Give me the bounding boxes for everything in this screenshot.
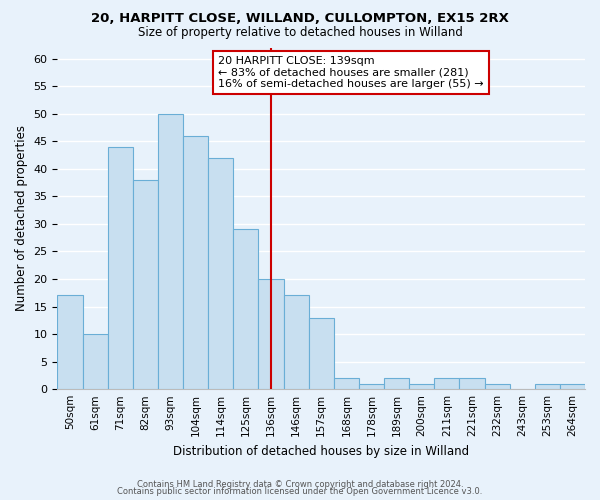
Bar — [183, 136, 208, 389]
Bar — [359, 384, 384, 389]
Bar — [308, 318, 334, 389]
Bar — [133, 180, 158, 389]
Bar — [107, 146, 133, 389]
Bar — [485, 384, 509, 389]
Bar — [158, 114, 183, 389]
Bar — [233, 230, 259, 389]
Text: Size of property relative to detached houses in Willand: Size of property relative to detached ho… — [137, 26, 463, 39]
X-axis label: Distribution of detached houses by size in Willand: Distribution of detached houses by size … — [173, 444, 469, 458]
Text: 20 HARPITT CLOSE: 139sqm
← 83% of detached houses are smaller (281)
16% of semi-: 20 HARPITT CLOSE: 139sqm ← 83% of detach… — [218, 56, 484, 89]
Bar — [259, 279, 284, 389]
Bar — [284, 296, 308, 389]
Bar — [560, 384, 585, 389]
Bar — [409, 384, 434, 389]
Bar — [58, 296, 83, 389]
Bar — [208, 158, 233, 389]
Text: Contains HM Land Registry data © Crown copyright and database right 2024.: Contains HM Land Registry data © Crown c… — [137, 480, 463, 489]
Bar — [384, 378, 409, 389]
Bar — [83, 334, 107, 389]
Text: Contains public sector information licensed under the Open Government Licence v3: Contains public sector information licen… — [118, 487, 482, 496]
Text: 20, HARPITT CLOSE, WILLAND, CULLOMPTON, EX15 2RX: 20, HARPITT CLOSE, WILLAND, CULLOMPTON, … — [91, 12, 509, 24]
Bar — [434, 378, 460, 389]
Bar — [334, 378, 359, 389]
Bar — [535, 384, 560, 389]
Y-axis label: Number of detached properties: Number of detached properties — [15, 126, 28, 312]
Bar — [460, 378, 485, 389]
